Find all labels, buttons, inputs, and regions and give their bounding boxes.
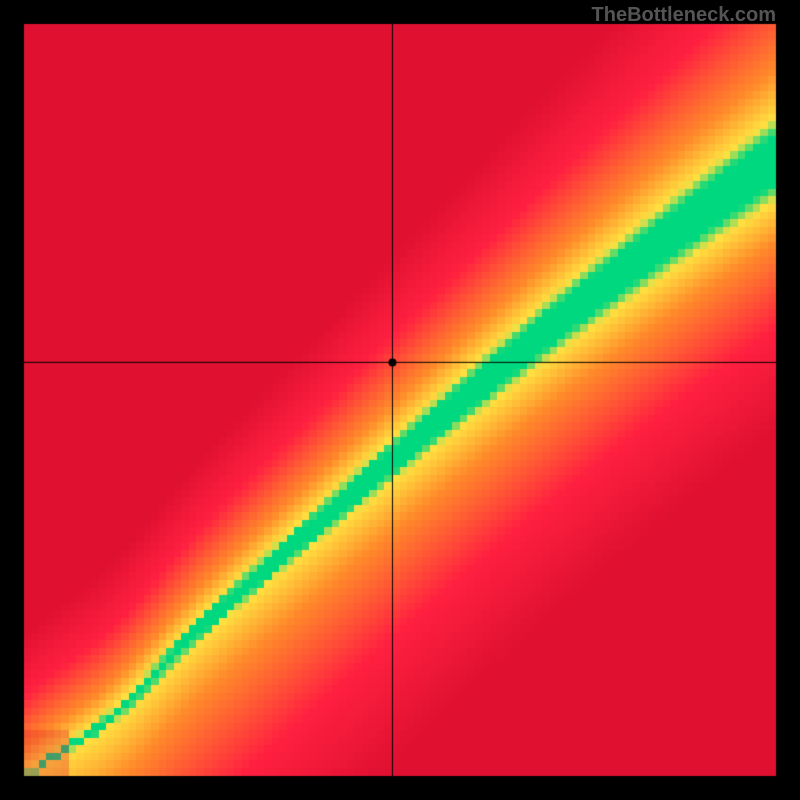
bottleneck-heatmap [0,0,800,800]
watermark-text: TheBottleneck.com [592,4,776,27]
chart-container: TheBottleneck.com [0,0,800,800]
